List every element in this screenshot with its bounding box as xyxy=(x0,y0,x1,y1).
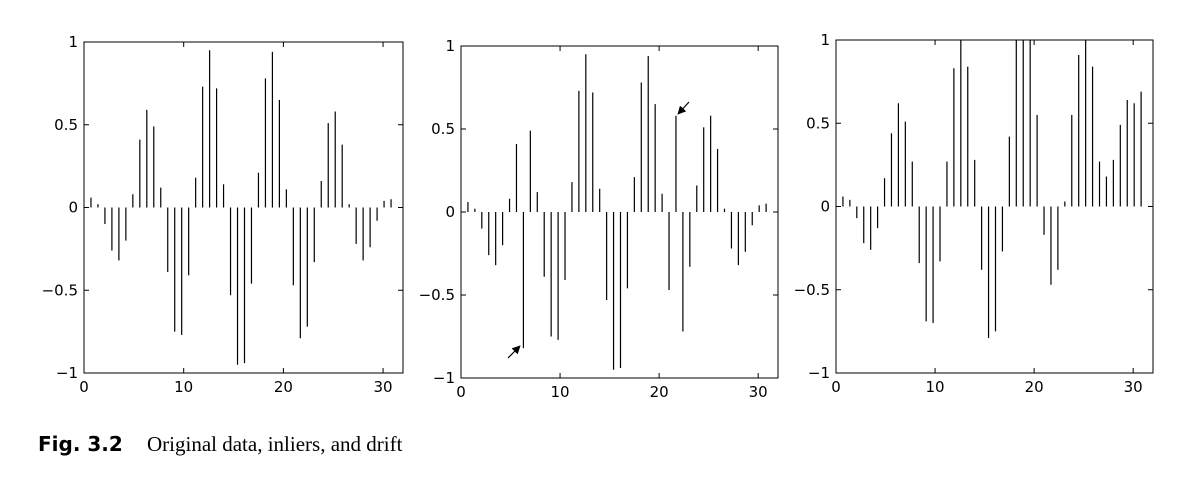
caption-text: Original data, inliers, and drift xyxy=(147,432,403,456)
plot xyxy=(90,50,392,365)
y-tick-label: −1 xyxy=(433,369,455,387)
x-tick-label: 0 xyxy=(79,378,89,396)
x-tick-label: 30 xyxy=(1124,378,1143,396)
x-tick-label: 20 xyxy=(650,383,669,401)
x-tick-label: 30 xyxy=(749,383,768,401)
arrow xyxy=(677,101,690,115)
x-tick-label: 10 xyxy=(551,383,570,401)
y-tick-label: −0.5 xyxy=(42,281,78,299)
x-tick-label: 0 xyxy=(456,383,466,401)
x-tick-label: 30 xyxy=(374,378,393,396)
y-tick-label: 0 xyxy=(445,203,455,221)
y-tick-label: −1 xyxy=(808,364,830,382)
y-tick-label: 1 xyxy=(445,37,455,55)
plot xyxy=(467,54,767,370)
y-tick-label: 0 xyxy=(820,198,830,216)
x-tick-label: 20 xyxy=(1025,378,1044,396)
y-tick-label: 0.5 xyxy=(431,120,455,138)
x-tick-label: 0 xyxy=(831,378,841,396)
y-tick-label: 0.5 xyxy=(54,116,78,134)
y-tick-label: 1 xyxy=(68,33,78,51)
y-tick-label: 0 xyxy=(68,199,78,217)
arrow xyxy=(507,345,521,359)
x-tick-label: 10 xyxy=(174,378,193,396)
axes-box xyxy=(460,45,779,379)
axes-box xyxy=(835,39,1154,374)
x-tick-label: 10 xyxy=(926,378,945,396)
y-tick-label: 1 xyxy=(820,31,830,49)
caption-label: Fig. 3.2 xyxy=(38,432,123,456)
y-tick-label: −1 xyxy=(56,364,78,382)
axes-box xyxy=(83,41,404,374)
y-tick-label: −0.5 xyxy=(419,286,455,304)
x-tick-label: 20 xyxy=(274,378,293,396)
y-tick-label: −0.5 xyxy=(794,281,830,299)
y-tick-label: 0.5 xyxy=(806,114,830,132)
plot xyxy=(842,40,1142,339)
